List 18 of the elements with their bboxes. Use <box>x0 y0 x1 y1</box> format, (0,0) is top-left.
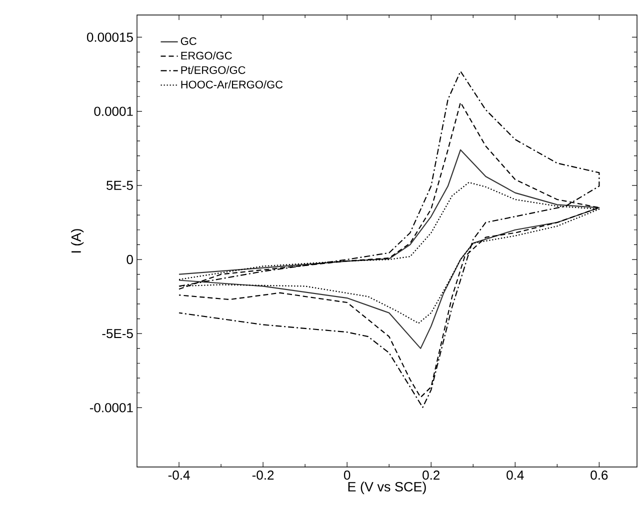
x-tick-label: -0.2 <box>252 470 274 480</box>
legend-label: HOOC-Ar/ERGO/GC <box>181 80 283 88</box>
y-tick-label: 0.0001 <box>94 106 133 116</box>
x-tick-label: 0.2 <box>422 470 440 480</box>
x-axis-title: E (V vs SCE) <box>348 482 426 494</box>
legend-label: ERGO/GC <box>181 51 232 60</box>
x-tick-label: 0.4 <box>506 470 524 480</box>
y-tick-label: -0.0001 <box>90 403 133 412</box>
y-tick-label: -5E-5 <box>102 329 133 338</box>
legend-label: GC <box>180 37 196 46</box>
x-tick-label: -0.4 <box>168 470 190 480</box>
x-tick-label: 0.6 <box>590 470 608 480</box>
legend-label: Pt/ERGO/GC <box>181 66 246 74</box>
y-tick-label: 0 <box>126 254 133 264</box>
y-axis-title: I (A) <box>71 229 84 252</box>
y-tick-label: 0.00015 <box>86 32 133 42</box>
y-tick-label: 5E-5 <box>106 180 133 190</box>
x-tick-label: 0 <box>344 470 350 480</box>
